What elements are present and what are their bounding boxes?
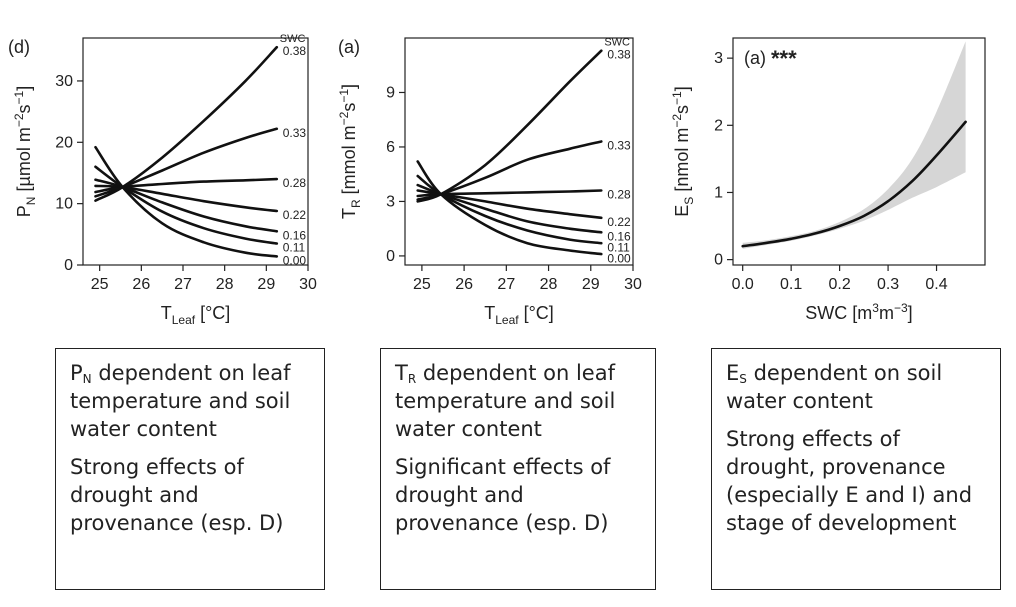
x-tick-label: 27 [497, 276, 515, 293]
series-line-0.22 [94, 184, 279, 213]
series-label: 0.28 [607, 188, 631, 202]
x-tick-label: 27 [174, 276, 192, 293]
box-tr-line2: Significant effects of drought and prove… [395, 455, 611, 535]
plot-frame [82, 37, 309, 266]
series-label: 0.22 [283, 208, 307, 222]
y-axis-label: PN [µmol m−2s−1] [12, 86, 38, 217]
box-es-line2: Strong effects of drought, provenance (e… [726, 427, 973, 535]
x-tick-label: 0.2 [828, 276, 850, 293]
series-label: 0.28 [283, 176, 307, 190]
significance-annotation: *** [771, 46, 797, 71]
series-label: 0.16 [283, 228, 307, 242]
chart-panel-1: 25 26 27 28 29 300369SWC0.380.330.280.220.160… [337, 37, 642, 327]
series-line-0.00 [94, 145, 279, 258]
series-label: 0.16 [607, 229, 631, 243]
y-tick-label: 3 [386, 193, 395, 210]
series-label: 0.22 [607, 215, 631, 229]
series-label: 0.00 [283, 253, 307, 267]
panel-label: (d) [8, 37, 30, 57]
x-tick-label: 26 [132, 276, 150, 293]
y-tick-label: 30 [55, 73, 73, 90]
x-tick-label: 29 [582, 276, 600, 293]
x-axis-label: TLeaf [°C] [484, 303, 554, 327]
confidence-band [742, 41, 966, 249]
box-pn-line1: PN dependent on leaf temperature and soi… [70, 361, 291, 441]
series-label: 0.11 [283, 241, 306, 255]
plot-frame [404, 37, 634, 266]
summary-box-tr: TR dependent on leaf temperature and soi… [380, 348, 656, 590]
legend-title: SWC [280, 33, 306, 45]
x-tick-label: 28 [216, 276, 234, 293]
x-tick-label: 0.4 [925, 276, 947, 293]
x-tick-label: 0.1 [780, 276, 802, 293]
series-line-0.38 [416, 49, 603, 203]
x-tick-label: 30 [299, 276, 317, 293]
series-label: 0.33 [283, 126, 307, 140]
series-line-0.38 [94, 45, 279, 202]
y-tick-label: 10 [55, 196, 73, 213]
y-tick-label: 1 [714, 184, 723, 201]
x-tick-label: 26 [455, 276, 473, 293]
series-label: 0.38 [283, 44, 307, 58]
y-tick-label: 6 [386, 139, 395, 156]
series-line-fit [741, 120, 967, 248]
series-label: 0.11 [607, 240, 630, 254]
x-axis-label: TLeaf [°C] [161, 303, 231, 327]
x-tick-label: 0.0 [732, 276, 754, 293]
x-axis-label: SWC [m3m−3] [805, 301, 912, 323]
plot-frame [732, 37, 986, 266]
box-tr-line1: TR dependent on leaf temperature and soi… [395, 361, 616, 441]
x-tick-label: 29 [257, 276, 275, 293]
y-tick-label: 0 [386, 248, 395, 265]
y-tick-label: 3 [714, 50, 723, 67]
x-tick-label: 30 [624, 276, 642, 293]
box-es-line1: ES dependent on soil water content [726, 361, 943, 413]
panel-label: (a) [338, 37, 360, 57]
y-tick-label: 9 [386, 84, 395, 101]
chart-panel-2: 0.0 0.1 0.2 0.3 0.4 0 1 2 3 (a) *** SWC [m3m−3] ES [… [670, 37, 986, 323]
box-pn-line2: Strong effects of drought and provenance… [70, 455, 284, 535]
y-axis-label: ES [nmol m−2s−1] [670, 86, 696, 216]
series-label: 0.00 [607, 251, 631, 265]
y-tick-label: 0 [64, 257, 73, 274]
panel-label: (a) [744, 48, 766, 68]
legend-title: SWC [604, 37, 630, 49]
y-tick-label: 2 [714, 117, 723, 134]
summary-box-pn: PN dependent on leaf temperature and soi… [55, 348, 325, 590]
y-tick-label: 20 [55, 134, 73, 151]
series-label: 0.33 [607, 139, 631, 153]
series-line-0.11 [94, 165, 279, 245]
series-line-0.11 [416, 174, 603, 245]
summary-box-es: ES dependent on soil water content Stron… [711, 348, 1001, 590]
y-tick-label: 0 [714, 252, 723, 269]
x-tick-label: 25 [91, 276, 109, 293]
x-tick-label: 25 [413, 276, 431, 293]
y-axis-label: TR [mmol m−2s−1] [337, 84, 363, 219]
charts-canvas: 25 26 27 28 29 300102030SWC0.380.330.280.220.… [8, 33, 986, 327]
series-label: 0.38 [607, 48, 631, 62]
series-line-0.00 [416, 160, 603, 256]
x-tick-label: 0.3 [877, 276, 899, 293]
x-tick-label: 28 [540, 276, 558, 293]
